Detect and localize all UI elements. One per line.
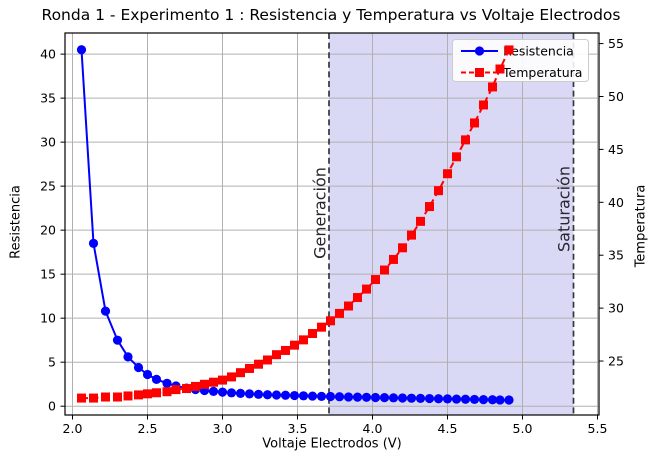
y-left-tick-label: 10 bbox=[40, 311, 56, 326]
y-right-tick-label: 35 bbox=[608, 248, 624, 263]
y-left-tick-label: 25 bbox=[40, 179, 56, 194]
y-left-tick-label: 0 bbox=[48, 399, 56, 414]
saturation-line-label: Saturación bbox=[554, 166, 574, 252]
y-right-tick-label: 40 bbox=[608, 195, 624, 210]
x-tick-label: 3.0 bbox=[213, 421, 233, 436]
y-right-tick-label: 25 bbox=[608, 354, 624, 369]
x-tick-label: 4.5 bbox=[438, 421, 458, 436]
legend-label-resistencia: Resistencia bbox=[503, 44, 574, 59]
legend-square-marker-icon bbox=[475, 68, 484, 77]
x-axis-label: Voltaje Electrodos (V) bbox=[262, 436, 402, 452]
y-left-tick-label: 30 bbox=[40, 135, 56, 150]
x-tick-label: 2.5 bbox=[138, 421, 158, 436]
x-tick-label: 5.0 bbox=[513, 421, 533, 436]
temperatura-series bbox=[77, 45, 514, 403]
x-tick-label: 2.0 bbox=[63, 421, 83, 436]
y-axis-label-left: Resistencia bbox=[8, 185, 24, 259]
chart-title: Ronda 1 - Experimento 1 : Resistencia y … bbox=[41, 6, 621, 24]
generation-line-label: Generación bbox=[310, 167, 330, 259]
axes-spines bbox=[64, 32, 600, 416]
y-right-tick-label: 30 bbox=[608, 301, 624, 316]
ticks bbox=[60, 43, 604, 420]
y-left-tick-label: 15 bbox=[40, 267, 56, 282]
y-left-tick-label: 20 bbox=[40, 223, 56, 238]
highlight-span bbox=[329, 33, 574, 415]
legend: Resistencia Temperatura bbox=[452, 39, 589, 82]
y-axis-label-right: Temperatura bbox=[633, 184, 649, 268]
x-tick-label: 3.5 bbox=[288, 421, 308, 436]
y-left-tick-label: 5 bbox=[48, 355, 56, 370]
x-tick-label: 4.0 bbox=[363, 421, 383, 436]
legend-circle-marker-icon bbox=[474, 46, 485, 56]
y-right-tick-label: 45 bbox=[608, 142, 624, 157]
legend-label-temperatura: Temperatura bbox=[502, 65, 582, 80]
y-left-tick-label: 40 bbox=[40, 47, 56, 62]
y-right-tick-label: 50 bbox=[608, 89, 624, 104]
y-left-tick-label: 35 bbox=[40, 91, 56, 106]
x-tick-label: 5.5 bbox=[588, 421, 608, 436]
y-right-tick-label: 55 bbox=[608, 36, 624, 51]
